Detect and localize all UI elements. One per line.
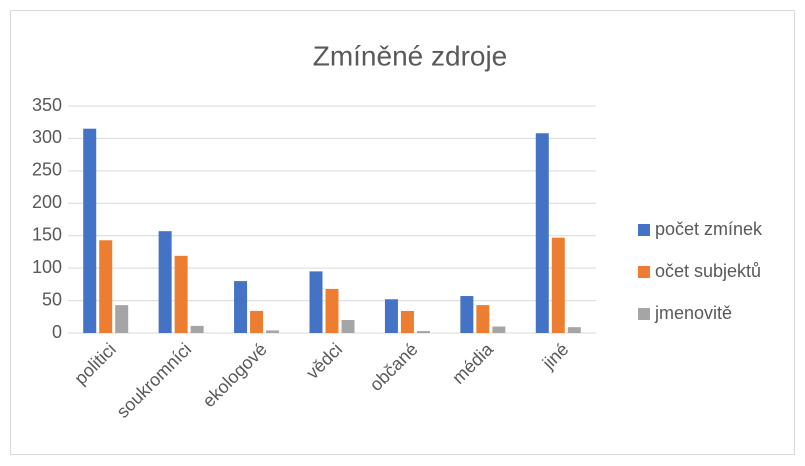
chart-title: Zmíněné zdroje — [313, 40, 508, 71]
y-tick-label: 0 — [52, 322, 62, 342]
legend-label: počet zmínek — [655, 219, 763, 239]
bar — [384, 299, 398, 333]
bar — [234, 281, 248, 333]
y-tick-label: 200 — [32, 192, 62, 212]
bar — [83, 128, 97, 333]
legend-swatch — [638, 266, 650, 278]
bar — [99, 240, 113, 333]
legend-swatch — [638, 308, 650, 320]
bar — [492, 326, 506, 333]
bar — [190, 325, 204, 333]
bar — [115, 305, 129, 333]
bar — [551, 237, 565, 333]
bar — [266, 330, 280, 333]
bar — [460, 296, 474, 333]
bar — [341, 320, 355, 333]
y-tick-label: 50 — [42, 289, 62, 309]
y-tick-label: 100 — [32, 257, 62, 277]
bar — [416, 331, 430, 333]
y-tick-label: 250 — [32, 160, 62, 180]
bar — [400, 310, 414, 333]
y-tick-label: 150 — [32, 224, 62, 244]
bar — [535, 133, 549, 333]
bar — [476, 305, 490, 333]
bar — [250, 310, 264, 333]
bar — [158, 231, 172, 333]
y-tick-label: 350 — [32, 95, 62, 115]
legend-label: jmenovitě — [654, 303, 732, 323]
legend-label: očet subjektů — [655, 261, 761, 281]
legend-swatch — [638, 224, 650, 236]
bar — [567, 327, 581, 333]
bar — [309, 271, 323, 333]
chart-frame — [10, 10, 795, 455]
bar — [325, 288, 339, 333]
bar — [174, 255, 188, 333]
y-tick-label: 300 — [32, 127, 62, 147]
